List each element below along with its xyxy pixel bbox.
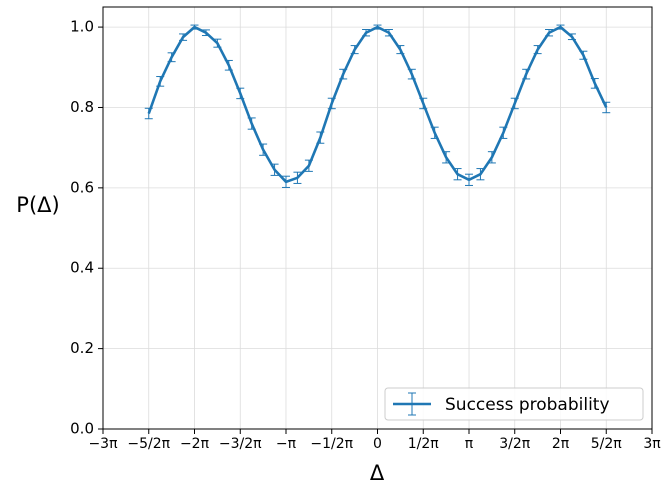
x-tick-label: 5/2π: [591, 436, 623, 452]
y-tick-label: 0.6: [70, 178, 94, 196]
y-tick-label: 0.4: [70, 259, 94, 277]
x-tick-label: π: [465, 436, 474, 452]
y-tick-label: 0.8: [70, 98, 94, 116]
y-tick-label: 0.2: [70, 339, 94, 357]
x-tick-label: 1/2π: [408, 436, 440, 452]
y-tick-label: 1.0: [70, 18, 94, 36]
x-tick-label: −3/2π: [219, 436, 262, 452]
x-tick-label: −π: [276, 436, 297, 452]
x-tick-label: 0: [373, 436, 382, 452]
y-tick-label: 0.0: [70, 420, 94, 438]
legend-label: Success probability: [445, 395, 610, 415]
x-tick-label: 3/2π: [499, 436, 531, 452]
y-axis-label: P(Δ): [16, 193, 59, 217]
x-tick-label: 3π: [643, 436, 661, 452]
plot-frame: [102, 6, 653, 430]
x-tick-label: −1/2π: [310, 436, 353, 452]
x-tick-label: 2π: [552, 436, 570, 452]
x-axis-label: Δ: [370, 461, 385, 485]
line: [147, 25, 608, 184]
x-tick-label: −5/2π: [127, 436, 170, 452]
x-tick-label: −3π: [88, 436, 118, 452]
legend-box: [384, 387, 644, 421]
x-tick-label: −2π: [180, 436, 210, 452]
